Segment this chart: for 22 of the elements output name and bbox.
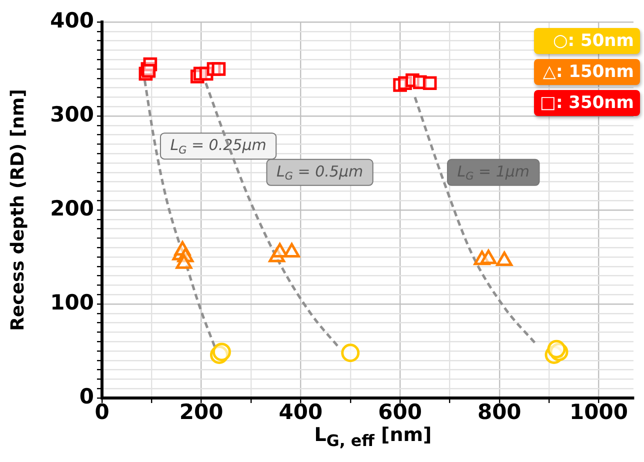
text: △: 150nm [534, 59, 640, 85]
y-tick-label: 300 [50, 102, 94, 126]
y-tick-label: 0 [79, 384, 94, 408]
y-tick-label: 400 [50, 8, 94, 32]
text: ○: 50nm [534, 28, 640, 54]
x-tick-label: 400 [278, 400, 323, 424]
y-tick-label: 200 [50, 196, 94, 220]
point [480, 250, 497, 264]
x-tick-label: 600 [378, 400, 422, 424]
point [496, 252, 513, 266]
x-tick-label: 0 [94, 400, 110, 424]
x-tick-label: 800 [477, 400, 522, 424]
y-axis-title: Recess depth (RD) [nm] [8, 89, 28, 331]
point [422, 76, 437, 90]
point [284, 243, 300, 258]
x-axis-title: L$_{G, eff}$ [nm] [313, 424, 433, 450]
x-tick-label: 200 [179, 400, 224, 424]
x-tick-label: 1000 [570, 400, 628, 424]
point [212, 62, 226, 76]
text: □: 350nm [534, 90, 640, 116]
y-tick-label: 100 [50, 290, 94, 314]
point [176, 254, 192, 269]
